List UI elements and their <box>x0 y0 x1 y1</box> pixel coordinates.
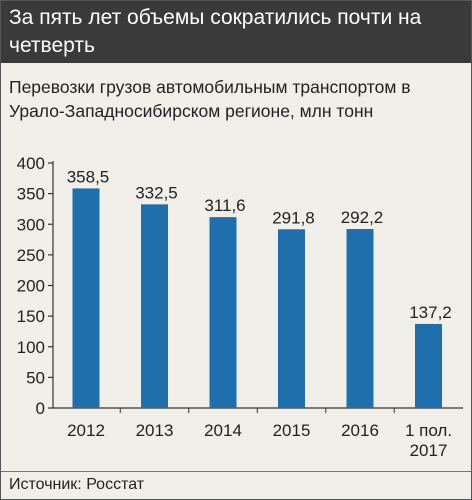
bar <box>346 229 374 408</box>
x-tick-label: 2014 <box>204 421 242 440</box>
x-tick-label-line: 2017 <box>410 441 448 460</box>
bar-value-label: 311,6 <box>204 196 245 215</box>
x-tick-label-line: 2014 <box>204 421 242 440</box>
bar-value-label: 332,5 <box>135 183 178 202</box>
bar <box>141 204 168 408</box>
x-tick-label: 2013 <box>136 421 174 440</box>
source-footer: Источник: Росстат <box>1 471 471 499</box>
bar-value-label: 358,5 <box>67 167 110 186</box>
source-text: Источник: Росстат <box>9 476 145 493</box>
x-tick-label-line: 1 пол. <box>405 421 452 440</box>
y-tick-label: 0 <box>36 399 45 418</box>
y-tick-label: 250 <box>17 246 45 265</box>
bar-value-label: 292,2 <box>341 208 384 227</box>
x-tick-label-line: 2013 <box>136 421 174 440</box>
bar <box>415 323 442 408</box>
y-tick-label: 400 <box>17 154 45 173</box>
x-tick-label-line: 2012 <box>67 421 105 440</box>
y-tick-label: 350 <box>17 185 45 204</box>
chart-subtitle: Перевозки грузов автомобильным транспорт… <box>9 77 411 121</box>
bar <box>278 229 305 408</box>
x-tick-label-line: 2015 <box>273 421 311 440</box>
x-tick-label: 2015 <box>273 421 311 440</box>
y-tick-label: 100 <box>17 338 45 357</box>
y-tick-label: 200 <box>17 277 45 296</box>
x-tick-label: 1 пол. 2017 <box>405 421 452 460</box>
y-tick-label: 150 <box>17 307 45 326</box>
bar-chart: 0 50 100 150 200 250 300 350 400 358,5 2012 332,5 20… <box>17 154 463 460</box>
bar-value-label: 291,8 <box>272 208 315 227</box>
headline-bar: За пять лет объемы сократились почти на … <box>1 1 471 63</box>
bar <box>209 217 237 408</box>
x-tick-label-line: 2016 <box>341 421 379 440</box>
bar-value-label: 137,2 <box>409 303 452 322</box>
x-tick-label: 2016 <box>341 421 379 440</box>
bar <box>72 188 100 408</box>
x-tick-label: 2012 <box>67 421 105 440</box>
headline-title: За пять лет объемы сократились почти на … <box>9 6 422 57</box>
y-tick-label: 50 <box>26 368 45 387</box>
y-tick-label: 300 <box>17 215 45 234</box>
